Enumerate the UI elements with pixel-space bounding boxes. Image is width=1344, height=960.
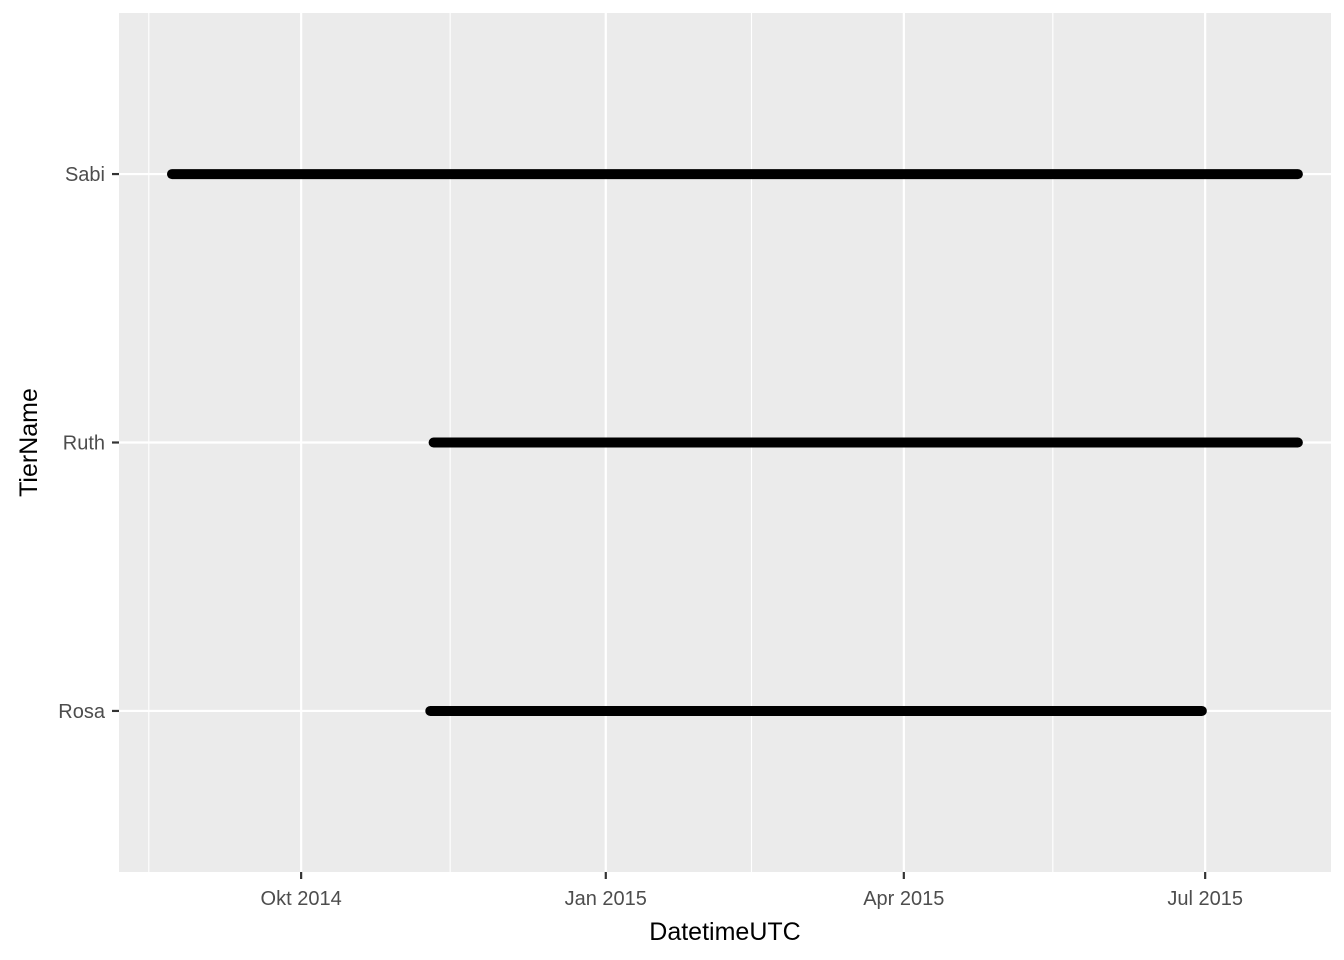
x-axis-title: DatetimeUTC — [649, 918, 800, 946]
y-tick-label: Ruth — [63, 433, 105, 455]
y-tick-label: Rosa — [58, 701, 106, 723]
x-tick-label: Okt 2014 — [261, 888, 342, 910]
x-tick-label: Apr 2015 — [863, 888, 944, 910]
data-layer — [166, 169, 1303, 716]
y-axis-title: TierName — [15, 388, 43, 497]
x-tick-label: Jul 2015 — [1167, 888, 1243, 910]
y-tick-label: Sabi — [65, 164, 105, 186]
axes: Okt 2014 Jan 2015 Apr 2015 Jul 2015 Rosa Ruth… — [58, 164, 1243, 910]
x-tick-label: Jan 2015 — [565, 888, 647, 910]
